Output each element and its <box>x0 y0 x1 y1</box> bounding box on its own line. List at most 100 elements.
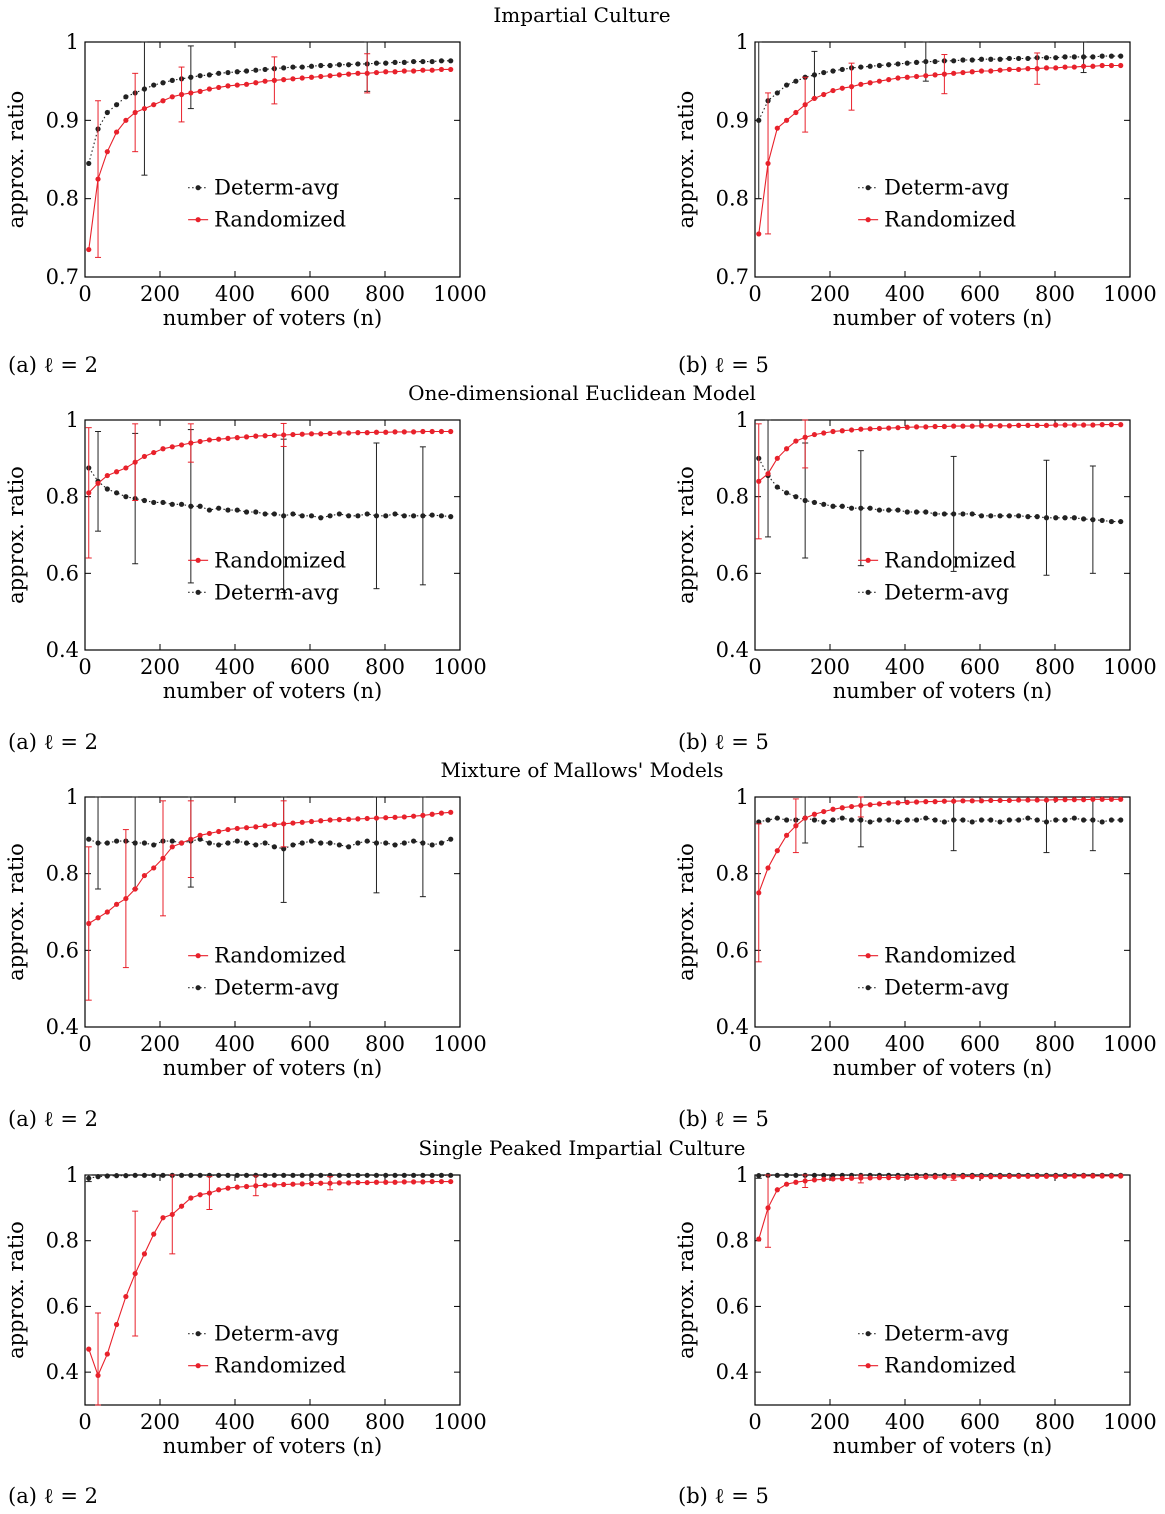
data-point <box>383 1179 389 1185</box>
data-point <box>941 71 947 77</box>
data-point <box>336 1180 342 1186</box>
data-point <box>1006 1173 1012 1179</box>
data-point <box>895 425 901 431</box>
data-point <box>932 511 938 517</box>
data-point <box>438 1172 445 1178</box>
data-point <box>1090 63 1096 69</box>
data-point <box>756 478 762 484</box>
x-tick-label: 1000 <box>433 1032 486 1056</box>
data-point <box>308 63 315 69</box>
plot-frame <box>754 419 1131 651</box>
data-point <box>262 78 268 84</box>
data-point <box>988 1174 994 1180</box>
data-point <box>848 427 855 433</box>
plot-frame <box>84 41 461 278</box>
data-point <box>346 844 352 850</box>
x-axis-label: number of voters (n) <box>163 1056 382 1080</box>
x-tick-label: 800 <box>1035 1032 1075 1056</box>
data-point <box>243 1172 250 1178</box>
data-point <box>951 1174 957 1180</box>
data-point <box>1016 817 1022 823</box>
row-title-mallows: Mixture of Mallows' Models <box>441 758 724 782</box>
x-tick-label: 800 <box>1035 655 1075 679</box>
data-point <box>364 815 370 822</box>
series-line <box>758 55 1121 121</box>
legend-label: Randomized <box>214 944 346 968</box>
data-point <box>299 64 305 70</box>
data-point <box>234 825 240 832</box>
legend-label: Determ-avg <box>214 176 339 200</box>
x-tick-label: 800 <box>365 1410 405 1434</box>
data-point <box>308 513 315 519</box>
row-title-sp-impartial-culture: Single Peaked Impartial Culture <box>419 1136 746 1160</box>
data-point <box>783 832 790 838</box>
legend-label: Randomized <box>884 548 1016 572</box>
data-point <box>960 817 966 823</box>
data-point <box>262 66 268 73</box>
data-point <box>420 1172 426 1178</box>
data-point <box>923 1174 929 1180</box>
data-point <box>243 68 250 74</box>
panel-caption: (b) ℓ = 5 <box>678 730 769 754</box>
data-point <box>299 1172 305 1178</box>
data-point <box>86 160 92 167</box>
x-tick-label: 1000 <box>1103 282 1156 306</box>
series-line <box>88 60 451 164</box>
data-point <box>1034 66 1040 72</box>
data-point <box>839 428 845 434</box>
plot-frame <box>84 796 461 1028</box>
data-point <box>160 1215 166 1221</box>
series-line <box>758 817 1121 823</box>
panel-caption: (a) ℓ = 2 <box>8 353 98 377</box>
data-point <box>178 840 185 846</box>
data-point <box>243 1183 250 1190</box>
data-point <box>188 74 194 80</box>
data-point <box>271 844 277 850</box>
data-point <box>793 438 799 444</box>
data-point <box>951 70 957 76</box>
data-point <box>830 1172 836 1178</box>
data-point <box>327 62 333 69</box>
data-point <box>1071 54 1077 60</box>
data-point <box>327 513 333 519</box>
data-point <box>932 72 938 78</box>
data-point <box>346 62 352 68</box>
series-randomized <box>755 796 1124 963</box>
x-tick-label: 600 <box>960 1410 1000 1434</box>
chart-panel-mallows-l2: 0.4 0.6 0.8 1 0 200 400 600 800 1000 approx. ratio… <box>4 785 487 1131</box>
data-point <box>355 840 361 846</box>
data-point <box>123 494 129 500</box>
legend-label: Randomized <box>884 1354 1016 1378</box>
data-point <box>951 798 957 804</box>
data-point <box>1062 797 1068 803</box>
data-point <box>392 59 398 65</box>
data-point <box>336 842 342 848</box>
data-point <box>904 1174 910 1180</box>
x-tick-label: 200 <box>810 1032 850 1056</box>
data-point <box>858 817 864 823</box>
data-point <box>886 77 892 83</box>
x-tick-label: 0 <box>78 1032 91 1056</box>
data-point <box>364 511 370 517</box>
data-point <box>151 102 157 108</box>
data-point <box>848 84 855 90</box>
data-point <box>355 1172 361 1178</box>
y-tick-label: 0.6 <box>716 1294 749 1318</box>
data-point <box>86 1175 92 1181</box>
data-point <box>113 102 120 108</box>
data-point <box>429 428 435 435</box>
data-point <box>951 511 957 517</box>
data-point <box>262 511 268 517</box>
data-point <box>867 1175 873 1181</box>
data-point <box>299 1181 305 1187</box>
data-point <box>141 1251 148 1257</box>
data-point <box>997 423 1003 429</box>
data-point <box>253 433 259 439</box>
x-axis-label: number of voters (n) <box>833 679 1052 703</box>
data-point <box>373 513 380 519</box>
legend: Determ-avg Randomized <box>188 176 346 232</box>
data-point <box>206 830 213 837</box>
data-point <box>1099 1173 1105 1179</box>
data-point <box>774 815 780 821</box>
